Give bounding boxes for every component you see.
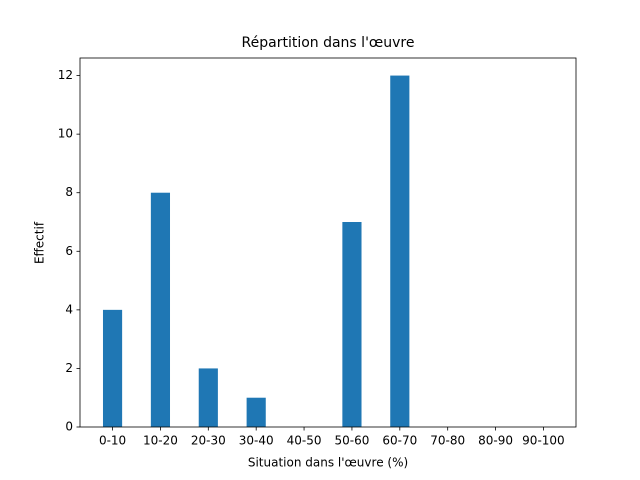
x-axis-label: Situation dans l'œuvre (%) [248,456,408,470]
x-tick-label: 60-70 [382,434,417,448]
y-axis-label: Effectif [33,221,47,264]
y-tick-label: 8 [65,185,73,199]
x-tick-label: 70-80 [430,434,465,448]
bar [102,309,123,427]
axes-frame [79,57,577,428]
x-tick-label: 50-60 [335,434,370,448]
y-tick-label: 2 [65,361,73,375]
x-tick-label: 30-40 [239,434,274,448]
x-tick-label: 0-10 [99,434,126,448]
y-tick-label: 12 [58,68,73,82]
x-tick-label: 10-20 [143,434,178,448]
bar [390,75,410,428]
y-tick-label: 10 [58,127,73,141]
bar [342,222,362,427]
x-tick-label: 90-100 [522,434,565,448]
bar [150,192,171,427]
chart-title: Répartition dans l'œuvre [242,35,415,51]
x-tick-label: 40-50 [287,434,322,448]
y-tick-label: 0 [65,420,73,434]
x-tick-label: 20-30 [191,434,226,448]
y-tick-label: 4 [65,302,73,316]
bar [246,397,266,427]
y-tick-label: 6 [65,244,73,258]
x-tick-label: 80-90 [478,434,513,448]
bar [198,368,218,427]
